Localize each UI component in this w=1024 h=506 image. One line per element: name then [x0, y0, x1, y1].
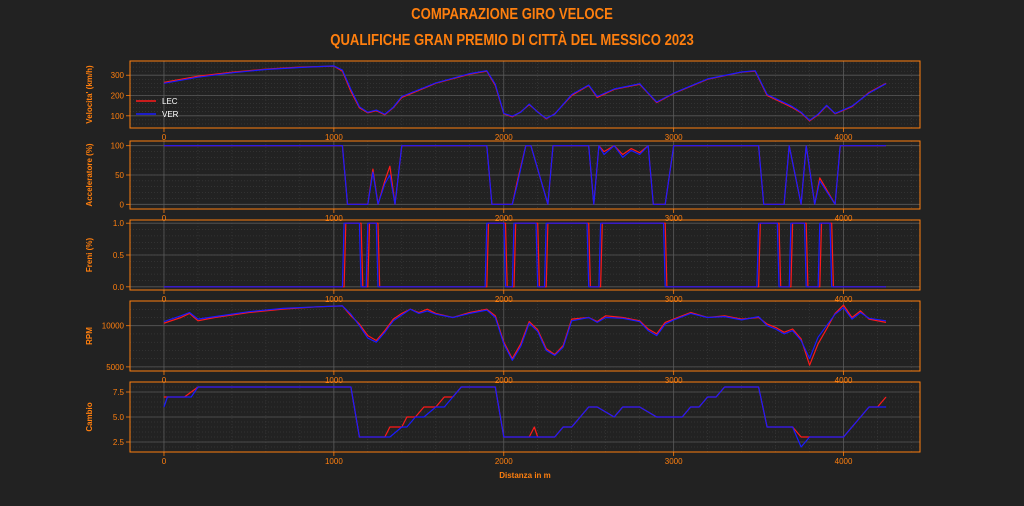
legend-label-lec: LEC [162, 97, 178, 106]
plot-frame [129, 140, 921, 210]
x-tick-label: 2000 [495, 133, 513, 142]
y-tick-label: 5.0 [113, 413, 125, 422]
series-line-lec [163, 65, 887, 122]
x-tick-label: 4000 [835, 214, 853, 223]
subplot-3: 0 1000 2000 3000 4000 0.0 0.5 1.0 Freni (%) [85, 219, 921, 304]
subplot-4: 0 1000 2000 3000 4000 5000 10000 RPM [85, 300, 921, 385]
x-tick-label: 0 [162, 457, 167, 466]
y-tick-label: 2.5 [113, 438, 125, 447]
figure-title-line2: QUALIFICHE GRAN PREMIO DI CITTÀ DEL MESS… [330, 32, 694, 49]
x-tick-label: 0 [162, 133, 167, 142]
x-tick-label: 2000 [495, 295, 513, 304]
x-tick-label: 3000 [665, 376, 683, 385]
x-tick-label: 2000 [495, 376, 513, 385]
x-tick-label: 1000 [325, 457, 343, 466]
x-tick-label: 4000 [835, 295, 853, 304]
y-tick-label: 10000 [102, 322, 125, 331]
x-tick-label: 0 [162, 214, 167, 223]
y-tick-label: 0.0 [113, 283, 125, 292]
y-tick-label: 7.5 [113, 388, 125, 397]
y-axis-label: Cambio [85, 402, 94, 431]
x-tick-label: 1000 [325, 214, 343, 223]
series-line-ver [163, 305, 887, 361]
y-axis-label: Freni (%) [85, 238, 94, 273]
y-tick-label: 300 [111, 71, 125, 80]
series-line-ver [164, 145, 886, 205]
x-axis-label: Distanza in m [499, 471, 551, 480]
x-tick-label: 4000 [835, 457, 853, 466]
figure-title-line1: COMPARAZIONE GIRO VELOCE [411, 6, 613, 23]
x-tick-label: 3000 [665, 214, 683, 223]
legend-label-ver: VER [162, 110, 179, 119]
y-axis-label: Acceleratore (%) [85, 143, 94, 206]
x-tick-label: 4000 [835, 133, 853, 142]
series-line-lec [163, 304, 887, 366]
subplot-1: 0 1000 2000 3000 4000 100 200 300 Velocita' (km/… [85, 60, 921, 142]
x-tick-label: 3000 [665, 133, 683, 142]
x-tick-label: 3000 [665, 457, 683, 466]
y-tick-label: 200 [111, 92, 125, 101]
plot-frame [129, 381, 921, 453]
subplot-2: 0 1000 2000 3000 4000 0 50 100 Acceleratore (%) [85, 140, 921, 223]
subplot-5: 0 1000 2000 3000 4000 2.5 5.0 7.5 Cambio [85, 381, 921, 466]
y-tick-label: 0.5 [113, 251, 125, 260]
x-tick-label: 1000 [325, 133, 343, 142]
y-tick-label: 50 [115, 171, 124, 180]
x-tick-label: 1000 [325, 376, 343, 385]
series-line-ver [163, 386, 886, 448]
plot-frame [129, 219, 921, 291]
y-axis-label: RPM [85, 327, 94, 345]
y-tick-label: 0 [120, 200, 125, 209]
y-tick-label: 100 [111, 142, 125, 151]
x-tick-label: 0 [162, 295, 167, 304]
y-tick-label: 1.0 [113, 219, 125, 228]
series-line-ver [164, 222, 886, 288]
x-tick-label: 0 [162, 376, 167, 385]
series-line-ver [163, 65, 887, 121]
y-axis-label: Velocita' (km/h) [85, 65, 94, 124]
y-tick-label: 5000 [106, 363, 124, 372]
x-tick-label: 2000 [495, 214, 513, 223]
x-tick-label: 2000 [495, 457, 513, 466]
plot-frame [129, 60, 921, 129]
x-tick-label: 4000 [835, 376, 853, 385]
x-tick-label: 1000 [325, 295, 343, 304]
x-tick-label: 3000 [665, 295, 683, 304]
plot-frame [129, 300, 921, 372]
y-tick-label: 100 [111, 112, 125, 121]
series-line-lec [164, 386, 887, 438]
